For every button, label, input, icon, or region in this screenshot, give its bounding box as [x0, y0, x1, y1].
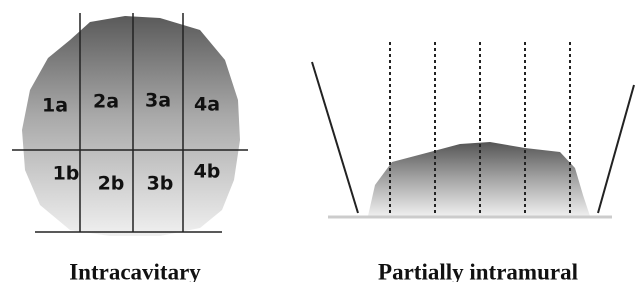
segment-label: 2b [98, 173, 125, 195]
intracavitary-diagram: 1a 2a 3a 4a 1b 2b 3b 4b Intracavitary [12, 13, 248, 282]
diagram: 1a 2a 3a 4a 1b 2b 3b 4b Intracavitary Partially… [0, 0, 635, 282]
segment-label: 4a [194, 94, 220, 116]
segment-label: 2a [93, 91, 119, 113]
partially-intramural-diagram: Partially intramural [312, 42, 634, 282]
caption: Partially intramural [378, 259, 578, 282]
caption: Intracavitary [69, 259, 201, 282]
segment-label: 3b [147, 173, 174, 195]
segment-label: 1b [53, 163, 80, 185]
segment-label: 3a [145, 90, 171, 112]
lesion [22, 16, 240, 236]
segment-label: 4b [194, 161, 221, 183]
segment-label: 1a [42, 95, 68, 117]
